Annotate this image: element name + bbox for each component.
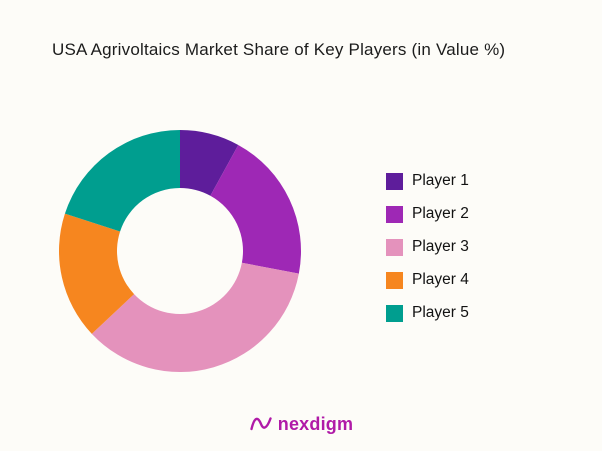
donut-chart (59, 130, 301, 372)
legend: Player 1 Player 2 Player 3 Player 4 Player 5 (386, 172, 469, 322)
legend-label: Player 2 (412, 205, 469, 222)
legend-swatch (386, 238, 403, 256)
donut-slice-player-4 (59, 213, 135, 334)
legend-swatch (386, 172, 403, 190)
donut-slice-player-2 (210, 144, 301, 274)
legend-label: Player 4 (412, 271, 469, 288)
brand-footer: nexdigm (0, 413, 602, 435)
legend-swatch (386, 304, 403, 322)
legend-item-4: Player 4 (386, 271, 469, 289)
donut-slice-player-5 (64, 130, 180, 232)
legend-swatch (386, 271, 403, 289)
legend-item-2: Player 2 (386, 205, 469, 223)
legend-item-5: Player 5 (386, 304, 469, 322)
nexdigm-logo-icon (250, 417, 272, 431)
legend-label: Player 3 (412, 238, 469, 255)
brand-name: nexdigm (277, 413, 354, 434)
legend-item-1: Player 1 (386, 172, 469, 190)
legend-label: Player 5 (412, 304, 469, 321)
chart-title: USA Agrivoltaics Market Share of Key Pla… (52, 40, 506, 59)
legend-swatch (386, 205, 403, 223)
donut-slice-player-1 (180, 130, 239, 196)
legend-item-3: Player 3 (386, 238, 469, 256)
legend-label: Player 1 (412, 172, 469, 189)
donut-slice-player-3 (91, 262, 299, 372)
